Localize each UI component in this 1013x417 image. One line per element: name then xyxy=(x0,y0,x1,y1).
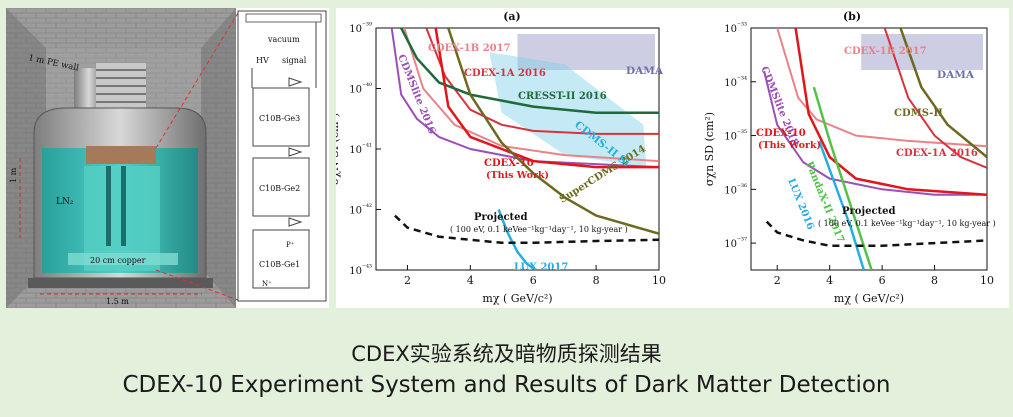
series-label: CDEX-1B 2017 xyxy=(428,43,511,54)
ge3-box xyxy=(252,87,310,147)
panel-label: (a) xyxy=(503,10,521,23)
copper-label: 20 cm copper xyxy=(90,256,146,265)
detector-illustration: 1 m PE wall LN₂ 20 cm copper 1.5 m 1 m v… xyxy=(6,8,327,308)
series-line xyxy=(403,28,659,163)
x-axis-label: mχ ( GeV/c²) xyxy=(482,292,552,305)
series-label: CDEX-10 xyxy=(756,128,806,139)
series-line xyxy=(447,28,659,235)
series-line xyxy=(776,28,987,148)
ge3-label: C10B-Ge3 xyxy=(259,114,300,123)
series-line xyxy=(763,70,987,196)
ge2-label: C10B-Ge2 xyxy=(259,184,300,193)
panel-label: (b) xyxy=(843,10,861,23)
region-label: DAMA xyxy=(626,65,664,77)
x-tick-label: 4 xyxy=(467,274,474,287)
results-panel: 2 4 6 8 10 10⁻³⁹ 10⁻⁴⁰ 10⁻⁴¹ 10⁻⁴² 10⁻⁴³ mχ ( GeV/… xyxy=(328,8,1009,308)
detector-panel: 1 m PE wall LN₂ 20 cm copper 1.5 m 1 m v… xyxy=(6,8,329,308)
series-line xyxy=(425,28,659,135)
projected-note: ( 100 eV, 0.1 keVee⁻¹kg⁻¹day⁻¹, 10 kg-ye… xyxy=(450,225,628,234)
y-axis-label: σχn SD (cm²) xyxy=(703,112,716,186)
ln2-label: LN₂ xyxy=(56,197,74,207)
series-label: (This Work) xyxy=(758,140,821,151)
series-label: Projected xyxy=(474,212,528,223)
series-line xyxy=(497,209,538,270)
region-label: DAMA xyxy=(937,69,975,81)
series-line xyxy=(434,28,659,169)
series-label: CDEX-1B 2017 xyxy=(844,46,927,57)
vacuum-label: vacuum xyxy=(267,35,300,44)
y-tick-label: 10⁻⁴⁰ xyxy=(349,82,372,96)
x-tick-label: 8 xyxy=(931,274,938,287)
ge1-box xyxy=(252,229,310,289)
y-tick-label: 10⁻³⁹ xyxy=(349,21,372,35)
series-line xyxy=(812,86,873,270)
series-label: (This Work) xyxy=(486,170,549,181)
x-tick-label: 2 xyxy=(404,274,411,287)
circuit-diagram: vacuum HV signal C10B-Ge3 C10B-Ge2 C10B-… xyxy=(237,10,327,302)
series-label: CRESST-II 2016 xyxy=(518,91,607,102)
x-tick-label: 10 xyxy=(980,274,994,287)
series-label: CDMS-II xyxy=(894,108,943,119)
dama-region xyxy=(517,34,655,70)
y-tick-label: 10⁻⁴² xyxy=(349,203,372,217)
y-tick-label: 10⁻³⁶ xyxy=(724,182,747,196)
y-tick-label: 10⁻³⁴ xyxy=(724,75,747,89)
series-line xyxy=(899,28,987,159)
y-tick-label: 10⁻⁴¹ xyxy=(349,142,372,156)
x-tick-label: 10 xyxy=(652,274,666,287)
y-tick-label: 10⁻³⁵ xyxy=(724,129,747,143)
series-label: CDEX-1A 2016 xyxy=(896,148,978,159)
n-plus-label: N⁺ xyxy=(262,280,272,288)
series-line xyxy=(883,28,987,169)
series-line xyxy=(818,140,865,270)
series-label: Projected xyxy=(842,206,896,217)
series-line xyxy=(765,220,987,248)
projected-note: ( 100 eV, 0.1 keVee⁻¹kg⁻¹day⁻¹, 10 kg-ye… xyxy=(818,219,996,228)
x-tick-label: 2 xyxy=(774,274,781,287)
series-label: CDEX-10 xyxy=(484,158,534,169)
series-line xyxy=(390,28,659,169)
caption-chinese: CDEX实验系统及暗物质探测结果 xyxy=(351,342,662,366)
chart-b: 2 4 6 8 10 10⁻³³ 10⁻³⁴ 10⁻³⁵ 10⁻³⁶ 10⁻³⁷ mχ ( GeV/… xyxy=(703,10,996,305)
x-tick-label: 6 xyxy=(879,274,886,287)
series-line xyxy=(794,28,987,196)
exclusion-plots: 2 4 6 8 10 10⁻³⁹ 10⁻⁴⁰ 10⁻⁴¹ 10⁻⁴² 10⁻⁴³ mχ ( GeV/… xyxy=(328,10,996,305)
signal-label: signal xyxy=(282,56,307,65)
series-line xyxy=(394,214,659,245)
x-tick-label: 4 xyxy=(826,274,833,287)
width-label: 1.5 m xyxy=(106,297,129,306)
height-label: 1 m xyxy=(9,167,18,183)
caption-english: CDEX-10 Experiment System and Results of… xyxy=(122,372,891,398)
y-axis-label: σχN SI (cm²) xyxy=(336,113,341,185)
y-tick-label: 10⁻⁴³ xyxy=(349,263,372,277)
ge1-label: C10B-Ge1 xyxy=(259,260,300,269)
x-axis-label: mχ ( GeV/c²) xyxy=(834,292,904,305)
dama-region xyxy=(861,34,983,70)
series-label: CDEX-1A 2016 xyxy=(464,68,546,79)
ge2-box xyxy=(252,157,310,217)
p-plus-label: P⁺ xyxy=(286,241,295,249)
x-tick-label: 6 xyxy=(530,274,537,287)
chart-a: 2 4 6 8 10 10⁻³⁹ 10⁻⁴⁰ 10⁻⁴¹ 10⁻⁴² 10⁻⁴³ mχ ( GeV/… xyxy=(328,10,666,305)
y-tick-label: 10⁻³⁷ xyxy=(724,236,747,250)
y-tick-label: 10⁻³³ xyxy=(724,21,747,35)
series-label: LUX 2017 xyxy=(514,262,568,273)
hv-label: HV xyxy=(256,56,269,65)
x-tick-label: 8 xyxy=(593,274,600,287)
